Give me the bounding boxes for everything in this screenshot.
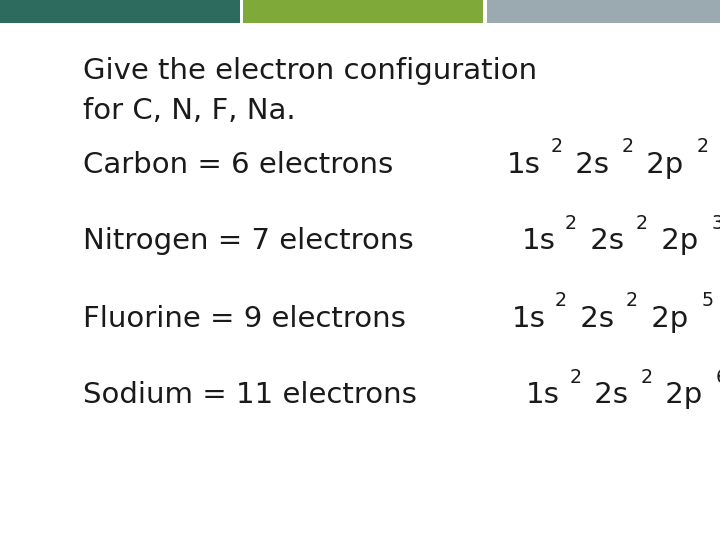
Text: 2: 2 [640, 368, 652, 387]
Text: 5: 5 [701, 291, 714, 310]
Text: 1s: 1s [521, 227, 555, 255]
Text: 1s: 1s [526, 381, 559, 409]
Text: 2s: 2s [585, 381, 628, 409]
Text: 2s: 2s [566, 151, 609, 179]
Text: Fluorine = 9 electrons: Fluorine = 9 electrons [83, 305, 415, 333]
Text: 2p: 2p [652, 227, 698, 255]
Text: 2p: 2p [637, 151, 683, 179]
Text: Give the electron configuration: Give the electron configuration [83, 57, 537, 85]
Text: 2: 2 [551, 137, 563, 157]
Text: 2: 2 [626, 291, 638, 310]
Text: 1s: 1s [511, 305, 545, 333]
Text: Sodium = 11 electrons: Sodium = 11 electrons [83, 381, 426, 409]
Text: 2p: 2p [642, 305, 688, 333]
Text: 6: 6 [716, 368, 720, 387]
Text: 2: 2 [621, 137, 634, 157]
Text: 3: 3 [711, 214, 720, 233]
Text: 2: 2 [697, 137, 708, 157]
Text: 2: 2 [636, 214, 648, 233]
Text: 2: 2 [555, 291, 567, 310]
Text: 2s: 2s [580, 227, 624, 255]
Text: 2: 2 [570, 368, 581, 387]
Text: 2p: 2p [656, 381, 702, 409]
Text: 1s: 1s [507, 151, 541, 179]
FancyBboxPatch shape [0, 0, 240, 23]
Text: Carbon = 6 electrons: Carbon = 6 electrons [83, 151, 412, 179]
Text: Nitrogen = 7 electrons: Nitrogen = 7 electrons [83, 227, 423, 255]
FancyBboxPatch shape [487, 0, 720, 23]
Text: 2s: 2s [570, 305, 613, 333]
FancyBboxPatch shape [243, 0, 483, 23]
Text: for C, N, F, Na.: for C, N, F, Na. [83, 97, 295, 125]
Text: 2: 2 [565, 214, 577, 233]
